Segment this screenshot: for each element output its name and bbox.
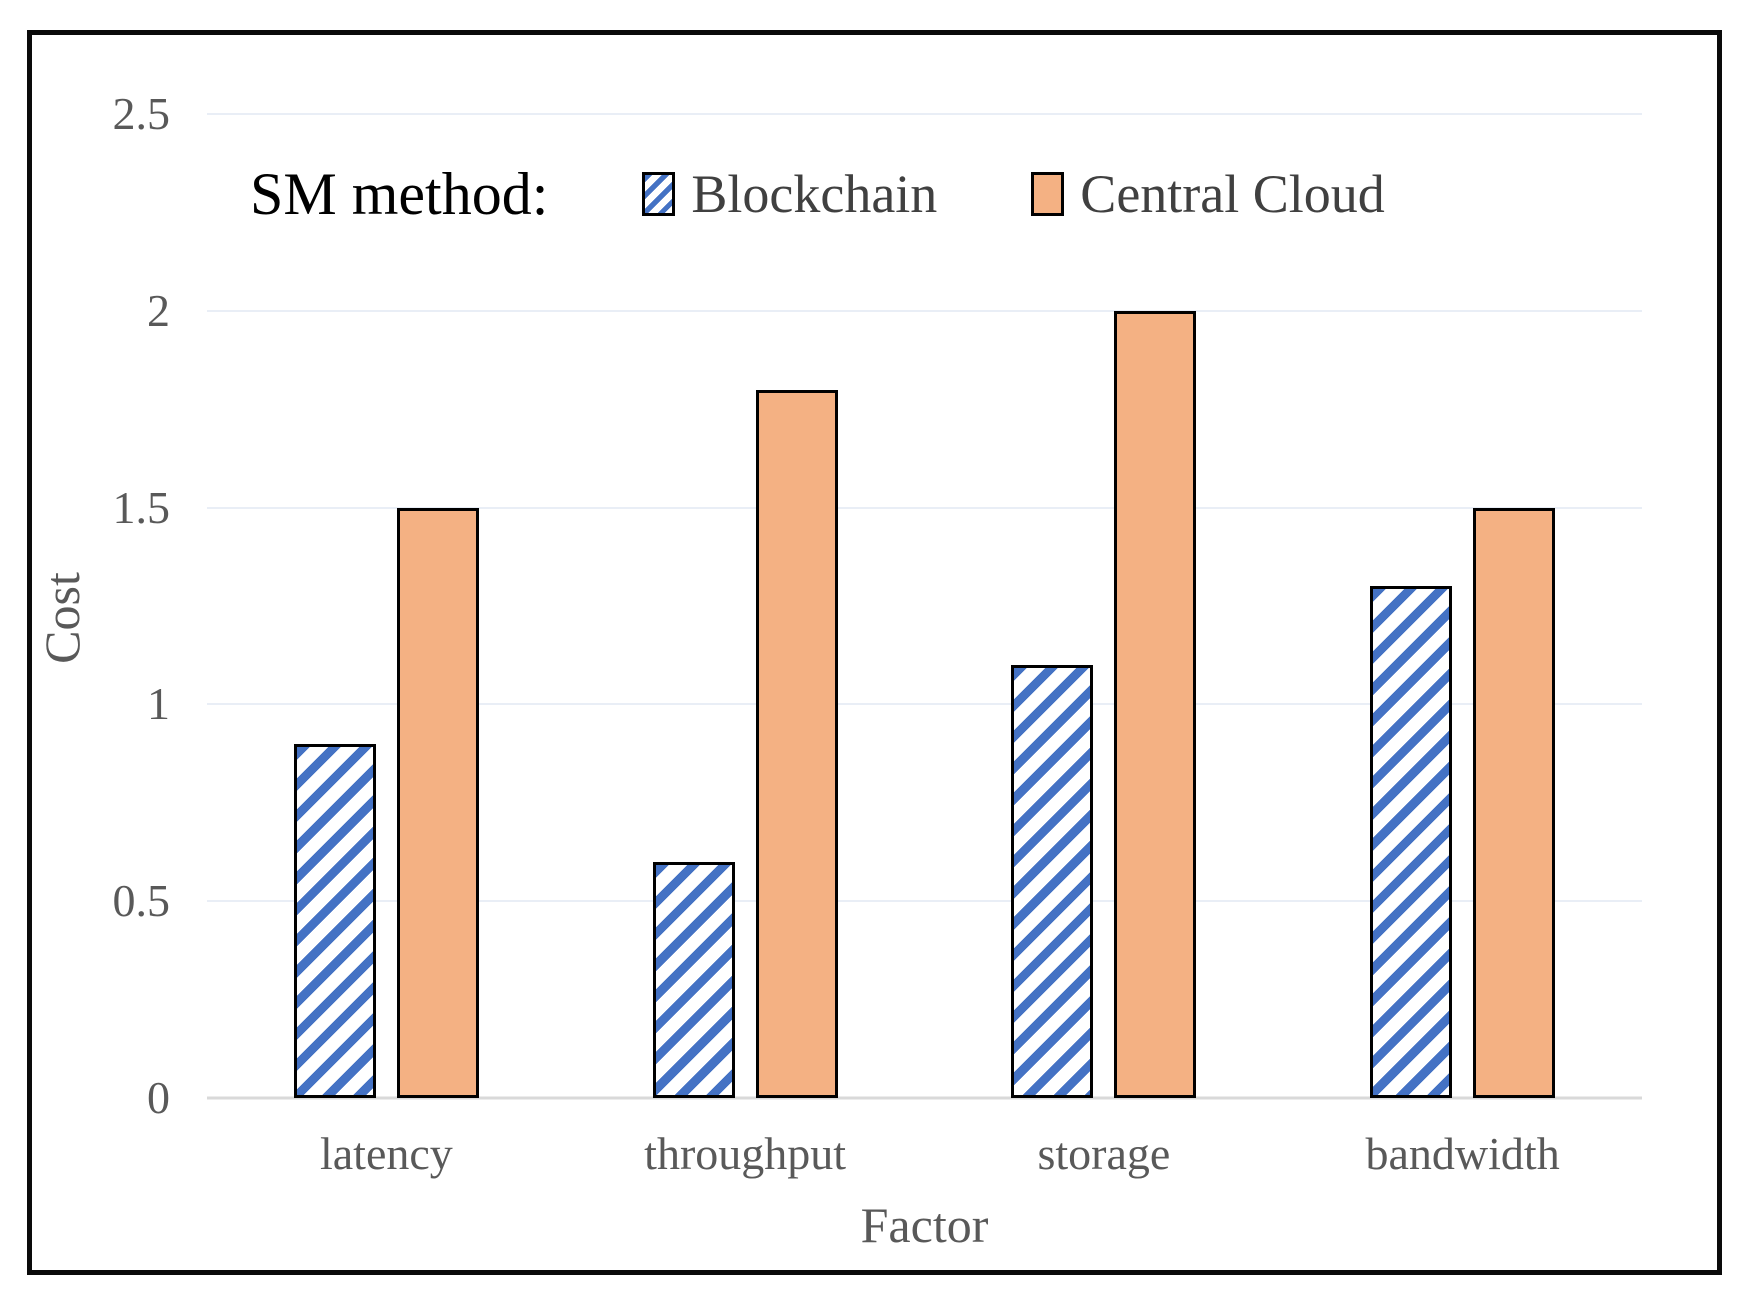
bar-central-cloud-latency <box>396 507 479 1098</box>
x-axis-line <box>207 1096 1642 1100</box>
y-axis-ticks: 0 0.5 1 1.5 2 2.5 <box>40 91 171 1121</box>
gridline <box>207 113 1642 115</box>
x-category-label: throughput <box>644 1128 847 1179</box>
bar-blockchain-bandwidth <box>1370 586 1453 1098</box>
x-category-label: latency <box>319 1128 453 1179</box>
gridline <box>207 703 1642 706</box>
y-tick-label: 0.5 <box>112 875 171 927</box>
plot-area <box>207 113 1642 1100</box>
bar-group-storage <box>925 114 1284 1098</box>
x-axis-labels: latency throughput storage bandwidth <box>207 1126 1642 1181</box>
x-category-label: storage <box>1037 1128 1171 1179</box>
x-axis-title: Factor <box>860 1197 989 1253</box>
blockchain-hatched-swatch-icon <box>642 172 676 216</box>
central-cloud-swatch-icon <box>1031 172 1065 216</box>
legend: SM method: Blockchain Central Cloud <box>250 152 1385 236</box>
legend-label-central-cloud: Central Cloud <box>1080 164 1385 224</box>
bar-group-bandwidth <box>1283 114 1642 1098</box>
bar-central-cloud-throughput <box>755 389 838 1098</box>
legend-item-blockchain: Blockchain <box>642 163 937 225</box>
legend-item-central-cloud: Central Cloud <box>1031 163 1385 225</box>
bar-blockchain-throughput <box>652 861 735 1098</box>
y-tick-label: 0 <box>147 1072 170 1123</box>
legend-title: SM method: <box>250 160 549 227</box>
y-tick-label: 2.5 <box>112 88 171 139</box>
gridline <box>207 506 1642 509</box>
x-category-label: bandwidth <box>1365 1128 1560 1179</box>
bar-central-cloud-bandwidth <box>1473 507 1556 1098</box>
y-tick-label: 1 <box>147 678 170 730</box>
y-tick-label: 1.5 <box>112 481 171 533</box>
gridline <box>207 900 1642 903</box>
bar-group-latency <box>207 114 566 1098</box>
gridline <box>207 309 1642 312</box>
bar-group-throughput <box>566 114 925 1098</box>
bar-blockchain-storage <box>1011 665 1094 1098</box>
bar-groups <box>207 114 1642 1098</box>
y-tick-label: 2 <box>147 284 170 336</box>
legend-label-blockchain: Blockchain <box>691 164 938 224</box>
bar-blockchain-latency <box>293 743 376 1098</box>
bar-central-cloud-storage <box>1114 310 1197 1098</box>
